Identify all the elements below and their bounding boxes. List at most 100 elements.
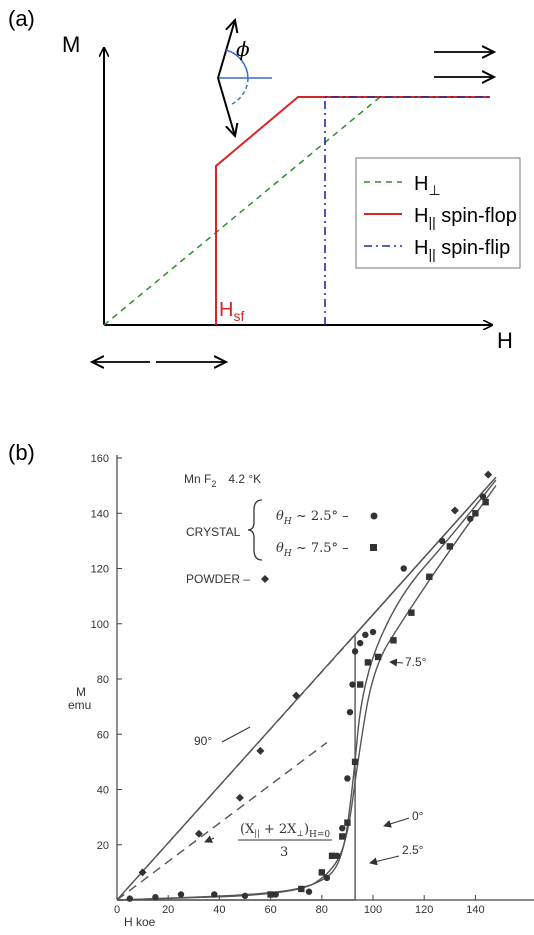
- panel-b-xlabel: H koe: [124, 915, 156, 929]
- panel-a-legend: H⊥ H|| spin-flop H|| spin-flip: [355, 157, 521, 269]
- y-tick-label: 20: [97, 840, 109, 852]
- point-7-5deg: [482, 499, 489, 506]
- panel-b: (b) 0 20 40 60 80 100 120 140 20 40 60 80 100 120 140 1…: [8, 440, 534, 929]
- point-7-5deg: [364, 659, 372, 666]
- point-2-5deg: [333, 852, 341, 859]
- x-tick-label: 40: [213, 904, 225, 916]
- annotation-formula-num: (X|| + 2X⊥)H=0: [240, 822, 330, 840]
- point-2-5deg: [126, 895, 133, 902]
- legend-theta-25: θH ~ 2.5° –: [276, 509, 349, 527]
- point-7-5deg: [390, 637, 397, 644]
- line-formula: [116, 741, 328, 901]
- x-tick-label: 80: [316, 904, 328, 916]
- curve-h-perp: [103, 96, 381, 326]
- point-2-5deg: [479, 493, 487, 500]
- point-2-5deg: [339, 824, 346, 832]
- y-tick-label: 100: [91, 619, 109, 631]
- legend-theta-75: θH ~ 7.5° –: [276, 541, 349, 559]
- x-tick-label: 120: [415, 904, 433, 916]
- point-2-5deg: [362, 631, 369, 638]
- annotation-90: 90°: [194, 734, 212, 748]
- point-2-5deg: [272, 891, 279, 898]
- panel-a-y-axis-label: M: [62, 32, 80, 57]
- point-2-5deg: [152, 894, 159, 901]
- y-tick-label: 160: [91, 453, 109, 465]
- y-tick-label: 40: [97, 785, 109, 797]
- panel-b-ticks: 0 20 40 60 80 100 120 140 20 40 60 80 100 120 140 160: [91, 453, 485, 916]
- phi-arc-lower: [231, 77, 249, 105]
- x-tick-label: 140: [466, 904, 484, 916]
- y-tick-label: 120: [91, 564, 109, 576]
- point-2-5deg: [349, 681, 356, 688]
- hsf-label: Hsf: [219, 299, 244, 324]
- point-7-5deg: [339, 833, 346, 840]
- point-2-5deg: [241, 892, 249, 900]
- panel-b-title: Mn F2 4.2 °K: [184, 472, 261, 489]
- point-powder: [138, 868, 147, 877]
- point-2-5deg: [305, 888, 313, 895]
- annotation-75-arrow: [389, 658, 404, 667]
- point-7-5deg: [374, 653, 382, 661]
- point-2-5deg: [400, 565, 407, 572]
- curve-7-5deg: [116, 485, 497, 901]
- annotation-formula-den: 3: [280, 845, 288, 860]
- legend-item-spin-flop: H|| spin-flop: [414, 205, 517, 230]
- panel-b-ylabel: M: [76, 685, 86, 699]
- phi-arc-upper: [225, 49, 249, 79]
- legend-item-h-perp: H⊥: [414, 173, 441, 198]
- y-tick-label: 60: [97, 729, 109, 741]
- point-2-5deg: [177, 891, 185, 898]
- legend-marker-square: [370, 544, 377, 551]
- x-tick-label: 60: [264, 904, 276, 916]
- annotation-25-arrow: [369, 855, 400, 866]
- panel-b-points: [126, 470, 493, 902]
- point-powder: [194, 829, 203, 838]
- point-7-5deg: [357, 681, 364, 688]
- point-2-5deg: [357, 639, 364, 647]
- panel-a-x-axis-label: H: [497, 328, 513, 353]
- point-2-5deg: [346, 708, 354, 716]
- annotation-0-arrow: [383, 817, 410, 828]
- canted-spin-diagram: ϕ: [217, 20, 272, 136]
- point-7-5deg: [328, 852, 336, 859]
- point-7-5deg: [472, 510, 479, 517]
- curve-spin-flip: [324, 96, 490, 325]
- annotation-75: 7.5°: [405, 655, 427, 669]
- point-7-5deg: [344, 819, 351, 826]
- point-7-5deg: [426, 573, 433, 580]
- point-7-5deg: [408, 609, 415, 616]
- x-tick-label: 0: [114, 904, 120, 916]
- point-7-5deg: [298, 885, 305, 893]
- point-2-5deg: [323, 874, 331, 882]
- legend-box: [355, 157, 521, 269]
- point-powder: [256, 746, 265, 755]
- curve-spin-flop: [215, 96, 490, 325]
- panel-b-legend: Mn F2 4.2 °K CRYSTAL θH ~ 2.5° – θH ~ 7.5…: [184, 472, 378, 586]
- point-2-5deg: [211, 891, 218, 898]
- spin-down-arrow: [217, 77, 235, 136]
- point-7-5deg: [446, 543, 453, 550]
- point-7-5deg: [351, 758, 359, 766]
- annotation-formula-arrow: [204, 835, 215, 843]
- panel-b-ylabel-unit: emu: [68, 698, 91, 712]
- point-powder: [235, 793, 244, 802]
- panel-a-label: (a): [8, 6, 35, 31]
- point-powder: [292, 691, 301, 700]
- annotation-0: 0°: [412, 809, 424, 823]
- panel-b-lines: [116, 476, 497, 901]
- point-2-5deg: [344, 775, 351, 782]
- point-powder: [450, 506, 459, 515]
- point-2-5deg: [351, 648, 359, 655]
- panel-a: (a) M H Hsf ϕ H⊥: [8, 6, 521, 362]
- legend-powder: POWDER –: [186, 572, 250, 586]
- point-7-5deg: [318, 869, 325, 876]
- annotation-90-leader: [221, 726, 251, 743]
- y-tick-label: 80: [97, 674, 109, 686]
- legend-marker-diamond: [261, 575, 269, 583]
- spin-up-arrow: [217, 20, 235, 79]
- legend-crystal: CRYSTAL: [186, 525, 241, 539]
- panel-b-label: (b): [8, 440, 35, 465]
- legend-item-spin-flip: H|| spin-flip: [414, 237, 510, 262]
- annotation-formula: (X|| + 2X⊥)H=0 3: [204, 822, 332, 860]
